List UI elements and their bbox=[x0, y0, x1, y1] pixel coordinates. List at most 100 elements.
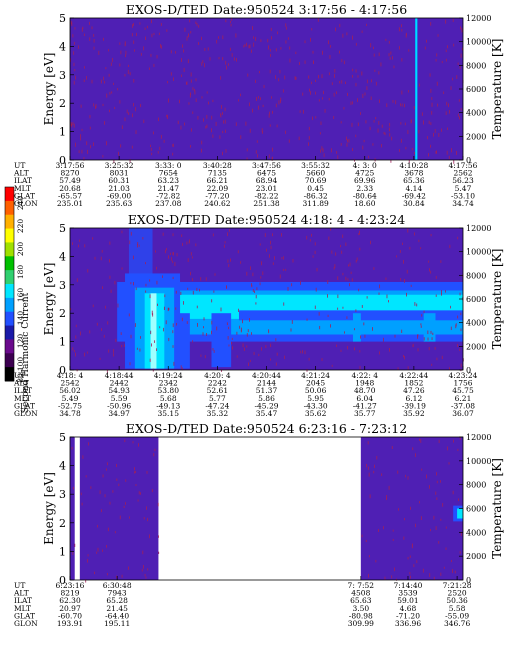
ephemeris-cell: 3:40:28 bbox=[203, 161, 232, 170]
noise-speck bbox=[268, 154, 270, 158]
noise-speck bbox=[299, 110, 301, 113]
noise-speck bbox=[162, 275, 163, 278]
colorbar-tick-label: 180 bbox=[16, 265, 25, 280]
noise-speck bbox=[373, 267, 375, 270]
noise-speck bbox=[388, 485, 390, 490]
noise-speck bbox=[170, 252, 172, 255]
noise-speck bbox=[460, 53, 462, 58]
ephemeris-row-label: MLT bbox=[14, 394, 31, 403]
noise-speck bbox=[160, 134, 162, 139]
noise-speck bbox=[334, 74, 335, 78]
colorbar-tick-label: 120 bbox=[16, 334, 25, 349]
noise-speck bbox=[376, 455, 378, 460]
noise-speck bbox=[270, 27, 272, 32]
noise-speck bbox=[144, 573, 146, 577]
y2-tick-label: 6000 bbox=[466, 85, 486, 94]
noise-speck bbox=[219, 135, 221, 139]
ephemeris-row-label: MLT bbox=[14, 184, 31, 193]
noise-speck bbox=[350, 101, 352, 106]
noise-speck bbox=[174, 262, 176, 267]
noise-speck bbox=[173, 77, 174, 82]
noise-speck bbox=[152, 313, 154, 317]
noise-speck bbox=[83, 157, 85, 161]
noise-speck bbox=[315, 91, 317, 95]
y-tick-label: 4 bbox=[59, 250, 66, 263]
noise-speck bbox=[450, 305, 451, 309]
noise-speck bbox=[118, 483, 120, 487]
noise-speck bbox=[218, 36, 219, 39]
noise-speck bbox=[440, 128, 442, 132]
noise-speck bbox=[260, 97, 261, 101]
noise-speck bbox=[102, 155, 104, 158]
noise-speck bbox=[100, 256, 102, 261]
ephemeris-cell: 35.77 bbox=[354, 409, 376, 418]
noise-speck bbox=[330, 324, 331, 328]
noise-speck bbox=[309, 88, 310, 92]
noise-speck bbox=[190, 31, 192, 34]
noise-speck bbox=[392, 99, 394, 103]
noise-speck bbox=[196, 22, 198, 27]
noise-speck bbox=[381, 473, 383, 476]
noise-speck bbox=[459, 437, 461, 440]
noise-speck bbox=[328, 97, 330, 101]
noise-speck bbox=[343, 106, 345, 110]
ephemeris-cell: 5.95 bbox=[307, 394, 324, 403]
panel-title: EXOS-D/TED Date:950524 6:23:16 - 7:23:12 bbox=[126, 421, 407, 436]
ephemeris-cell: 8219 bbox=[60, 589, 79, 598]
noise-speck bbox=[132, 113, 133, 118]
noise-speck bbox=[316, 267, 318, 272]
noise-speck bbox=[457, 448, 459, 452]
noise-speck bbox=[75, 75, 76, 80]
noise-speck bbox=[411, 544, 413, 549]
y-tick-label: 2 bbox=[59, 517, 66, 530]
noise-speck bbox=[406, 32, 407, 36]
noise-speck bbox=[271, 36, 272, 40]
noise-speck bbox=[370, 96, 372, 101]
noise-speck bbox=[429, 73, 431, 77]
y2-tick-label: 4000 bbox=[466, 528, 486, 537]
noise-speck bbox=[211, 299, 213, 303]
noise-speck bbox=[435, 58, 437, 62]
noise-speck bbox=[253, 36, 255, 39]
noise-speck bbox=[314, 242, 316, 246]
noise-speck bbox=[440, 518, 442, 521]
ephemeris-cell: 48.70 bbox=[354, 386, 376, 395]
noise-speck bbox=[329, 44, 331, 48]
colorbar-tick-label: 80 bbox=[16, 373, 25, 383]
noise-speck bbox=[275, 362, 277, 366]
data-segment bbox=[70, 437, 75, 580]
noise-speck bbox=[430, 22, 432, 26]
noise-speck bbox=[131, 33, 133, 37]
ephemeris-cell: 35.62 bbox=[305, 409, 327, 418]
noise-speck bbox=[331, 82, 333, 86]
ephemeris-row-label: ILAT bbox=[14, 176, 32, 185]
ephemeris-cell: 5.58 bbox=[449, 604, 466, 613]
noise-speck bbox=[236, 331, 238, 335]
y2-axis-label: Temperature [K] bbox=[490, 39, 504, 140]
colorbar-cell bbox=[5, 200, 14, 216]
noise-speck bbox=[87, 149, 89, 154]
noise-speck bbox=[417, 334, 419, 337]
noise-speck bbox=[426, 39, 427, 43]
noise-speck bbox=[417, 348, 419, 352]
noise-speck bbox=[216, 39, 218, 44]
noise-speck bbox=[375, 559, 377, 563]
noise-speck bbox=[94, 571, 95, 575]
noise-speck bbox=[398, 27, 400, 32]
noise-speck bbox=[333, 92, 335, 97]
noise-speck bbox=[272, 156, 273, 160]
ephemeris-row-label: ILAT bbox=[14, 386, 32, 395]
noise-speck bbox=[351, 122, 353, 127]
ephemeris-cell: 3:47:56 bbox=[252, 161, 281, 170]
noise-speck bbox=[321, 146, 323, 151]
noise-speck bbox=[416, 560, 418, 564]
noise-speck bbox=[156, 348, 157, 351]
noise-speck bbox=[141, 568, 143, 572]
noise-speck bbox=[426, 474, 427, 479]
noise-speck bbox=[226, 65, 227, 70]
noise-speck bbox=[73, 51, 75, 55]
noise-speck bbox=[147, 568, 149, 571]
noise-speck bbox=[99, 490, 101, 495]
ephemeris-cell: 35.47 bbox=[256, 409, 278, 418]
ephemeris-cell: 3.50 bbox=[352, 604, 369, 613]
